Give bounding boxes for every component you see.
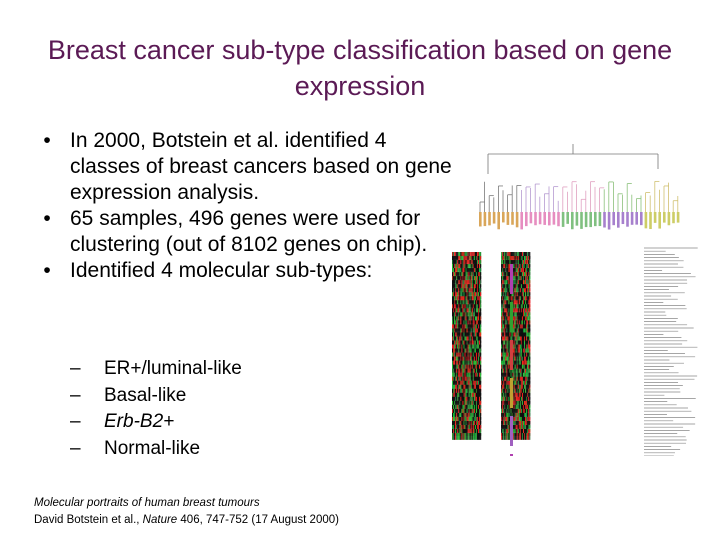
citation-title: Molecular portraits of human breast tumo… [34,497,260,509]
sub-marker: – [70,358,81,379]
citation-journal: Nature [142,514,178,526]
sub-marker: – [70,437,81,459]
heatmap [452,252,531,440]
dendrogram [479,144,680,230]
citation: Molecular portraits of human breast tumo… [34,495,339,529]
bullet-item: • In 2000, Botstein et al. identified 4 … [36,128,456,206]
bullet-marker: • [43,207,51,230]
subtype-label: ER+/luminal-like [104,358,242,379]
bullet-text: In 2000, Botstein et al. identified 4 cl… [70,129,452,204]
bullet-item: • 65 samples, 496 genes were used for cl… [36,206,456,258]
citation-authors: David Botstein et al., [34,514,143,526]
bullet-text: 65 samples, 496 genes were used for clus… [70,207,428,256]
bullet-marker: • [43,129,51,152]
subtype-label: Normal-like [104,437,201,459]
subtype-item: – Basal-like [70,383,242,410]
bullet-text: Identified 4 molecular sub-types: [70,259,373,282]
sub-marker: – [70,411,81,432]
heatmap-svg [452,144,698,456]
subtype-label: Erb-B2+ [104,411,175,432]
cluster-sidebar [510,264,513,456]
subtype-item: – Normal-like [70,436,242,463]
subtype-list: – ER+/luminal-like – Basal-like – Erb-B2… [70,356,242,462]
heatmap-dendrogram-figure [448,124,700,456]
bullet-marker: • [43,259,51,282]
bullet-item: • Identified 4 molecular sub-types: [36,258,456,284]
citation-details: 406, 747-752 (17 August 2000) [177,514,339,526]
bullet-list: • In 2000, Botstein et al. identified 4 … [36,128,456,284]
subtype-label: Basal-like [104,384,187,406]
subtype-item: – ER+/luminal-like [70,356,242,383]
citation-authors-line: David Botstein et al., Nature 406, 747-7… [34,512,339,529]
sub-marker: – [70,384,81,406]
slide-title: Breast cancer sub-type classification ba… [47,35,673,101]
subtype-item: – Erb-B2+ [70,409,242,436]
gene-labels [644,247,698,456]
